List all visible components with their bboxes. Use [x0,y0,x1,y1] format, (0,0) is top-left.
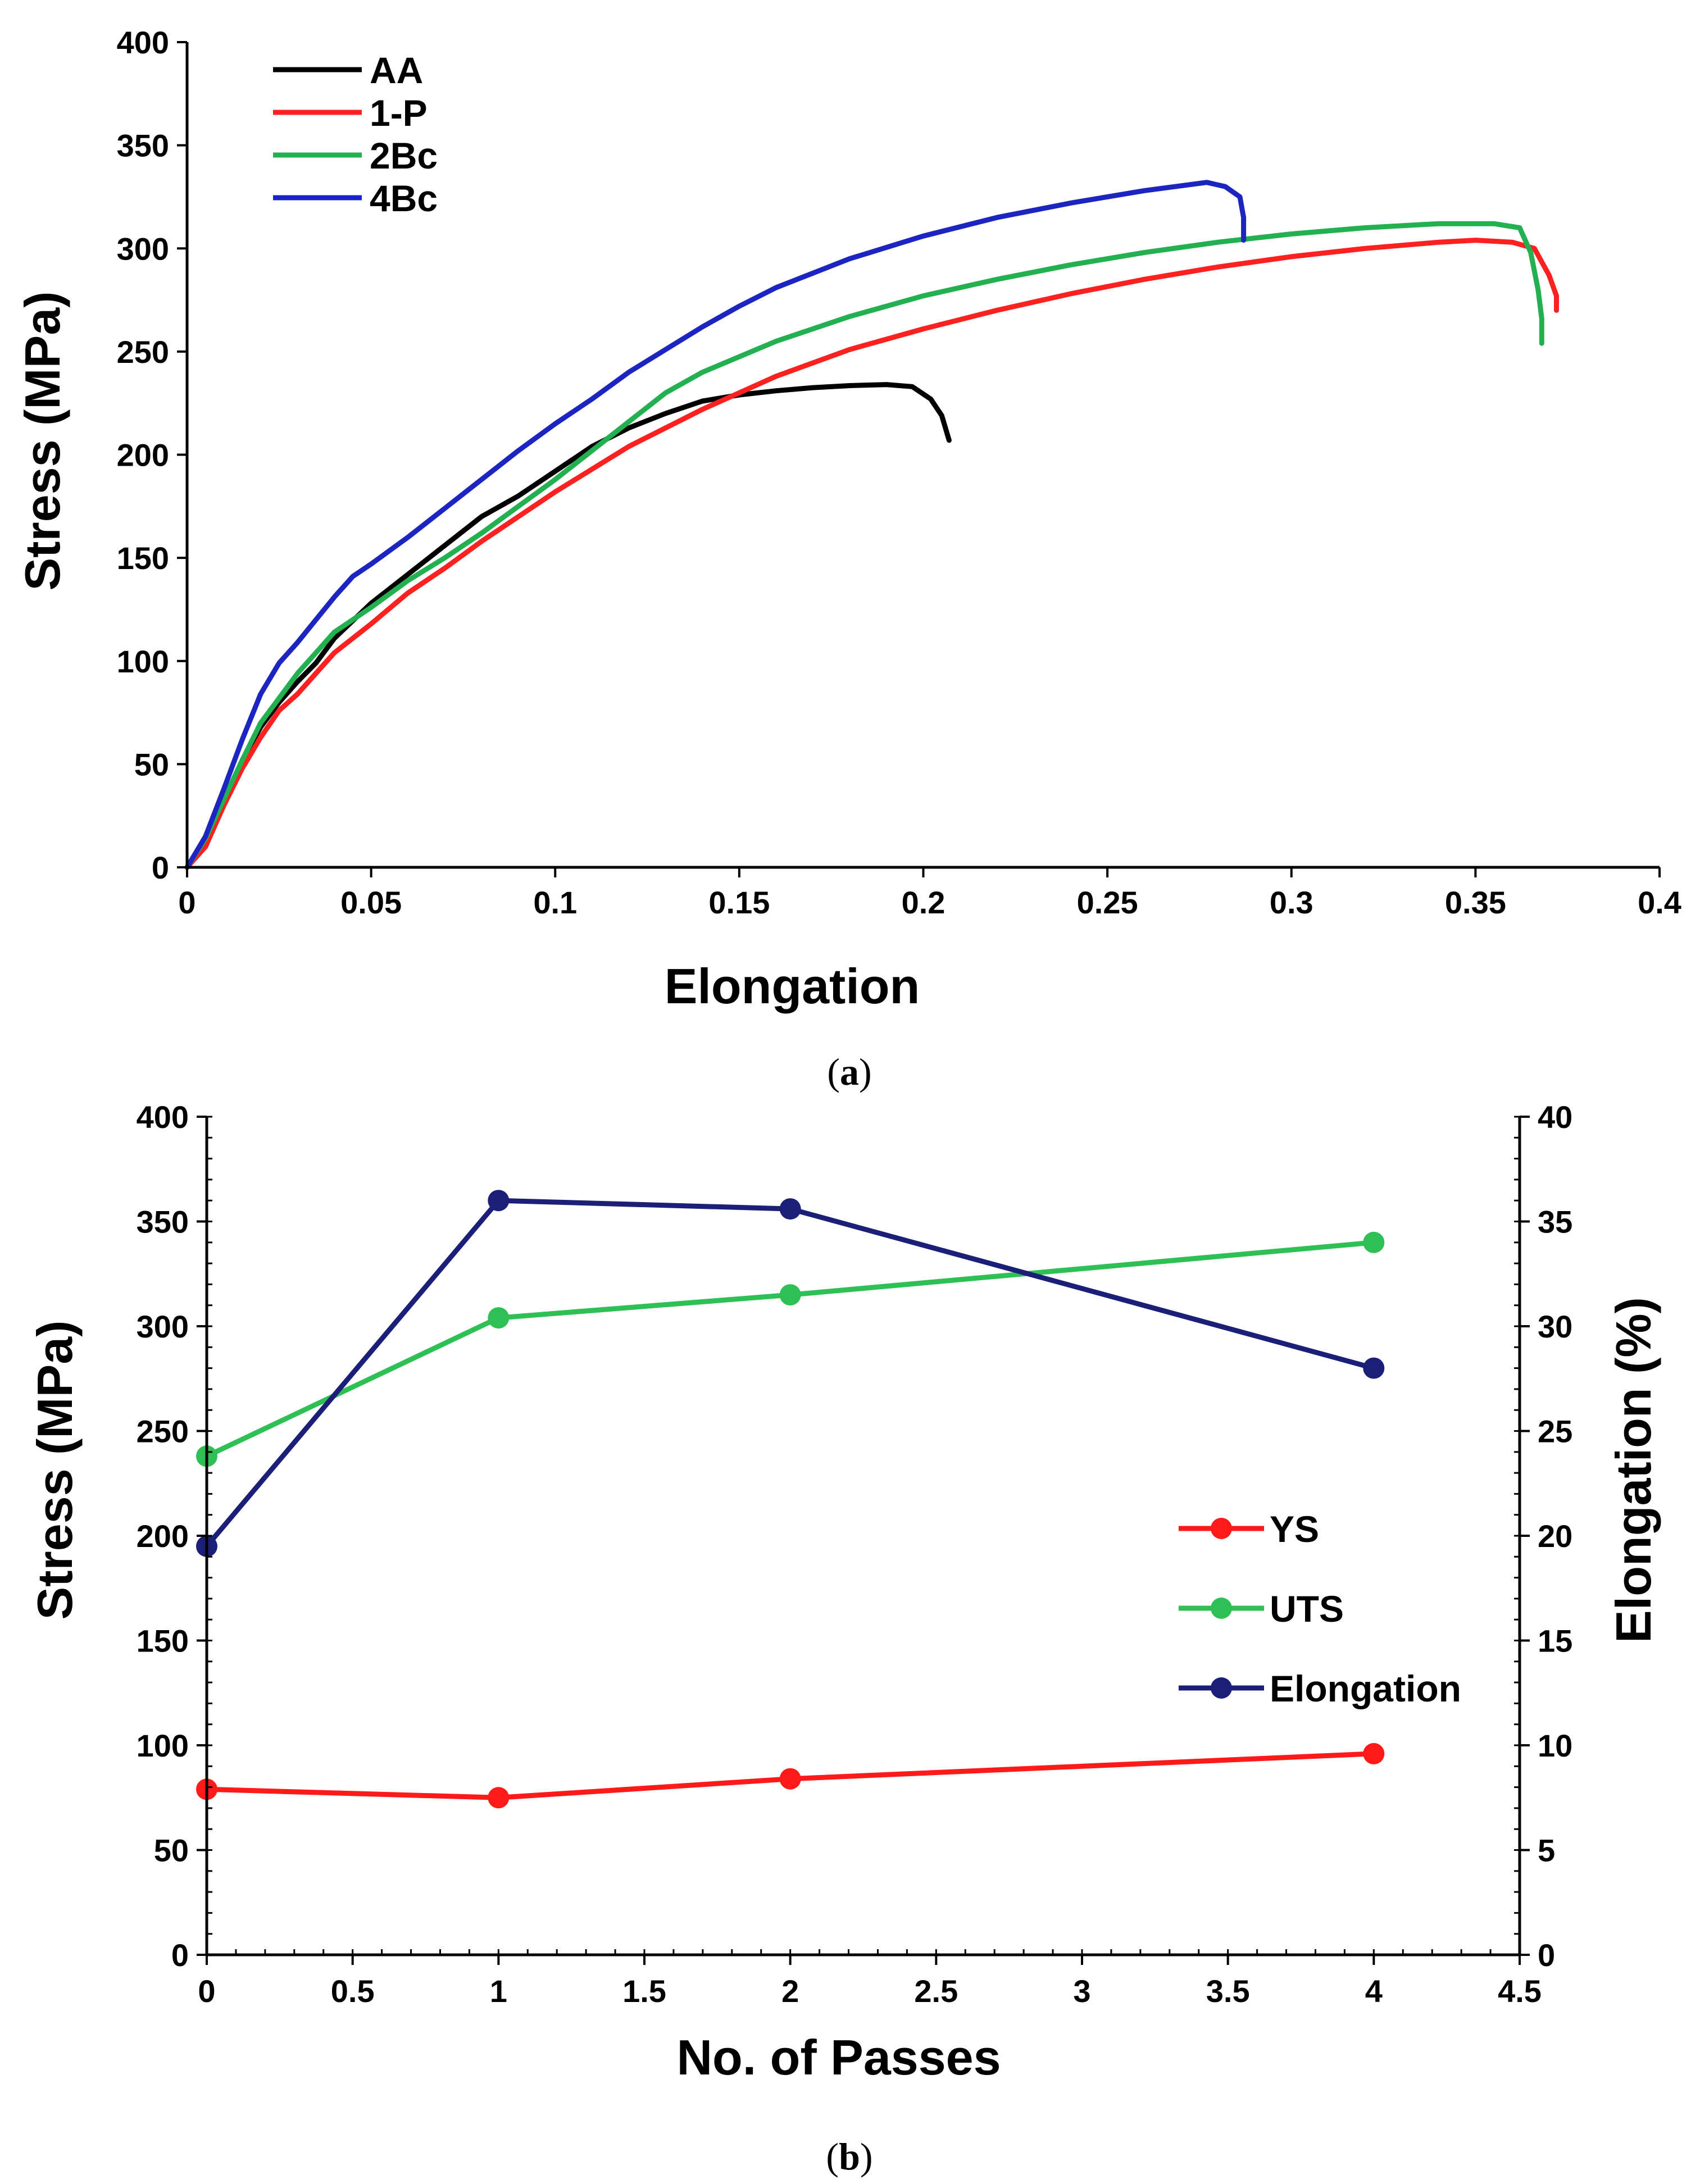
panel-a-x-tick-label: 0 [178,885,196,920]
panel-b-right-y-tick-label: 5 [1538,1833,1555,1868]
panel-b-left-y-tick-label: 300 [137,1309,189,1344]
panel-a-y-tick-label: 300 [117,231,169,266]
series-marker-elongation [488,1190,510,1212]
panel-b-left-y-tick-label: 50 [154,1833,189,1868]
panel-a-x-tick-label: 0.05 [340,885,402,920]
panel-a-x-tick-label: 0.35 [1445,885,1506,920]
panel-a-axes [177,41,1661,877]
panel-a-y-tick-label: 100 [117,644,169,679]
panel-b-right-y-tick-label: 20 [1538,1518,1572,1554]
series-marker-uts [488,1307,510,1329]
panel-b-x-tick-label: 3 [1073,1973,1090,2009]
panel-a-y-tick-label: 150 [117,540,169,576]
panel-b-x-tick-label: 4.5 [1498,1973,1542,2009]
panel-b-left-y-tick-label: 100 [137,1728,189,1763]
panel-b-x-axis-title: No. of Passes [676,2030,1001,2085]
panel-b-passes-chart: 0 0.5 1 1.5 2 2.5 3 3.5 4 4.5 0501001502002503003… [27,1099,1661,2178]
panel-b-right-y-tick-label: 0 [1538,1937,1555,1973]
panel-a-y-tick-label: 0 [152,850,169,885]
panel-b-axes [197,1116,1530,1965]
panel-b-right-y-tick-labels: 0 5 10 15 20 25 30 35 40 [1538,1099,1572,1973]
panel-a-x-tick-labels: 0 0.05 0.1 0.15 0.2 0.25 0.3 0.35 0.4 [178,885,1681,920]
series-line-2bc [184,221,1544,870]
series-marker-uts [1363,1231,1385,1253]
panel-a-x-tick-label: 0.4 [1638,885,1681,920]
panel-a-y-tick-label: 200 [117,438,169,473]
panel-b-left-y-axis-title: Stress (MPa) [27,1320,83,1619]
panel-a-y-tick-label: 400 [117,25,169,60]
series-marker-elongation [1363,1357,1385,1379]
series-line-elongation [204,1198,1375,1548]
series-marker-ys [488,1787,510,1809]
panel-a-y-axis-title: Stress (MPa) [15,291,70,590]
legend-marker-uts [1211,1598,1232,1619]
panel-b-right-y-tick-label: 25 [1538,1414,1572,1449]
panel-b-x-tick-labels: 0 0.5 1 1.5 2 2.5 3 3.5 4 4.5 [198,1973,1542,2009]
panel-b-left-y-tick-label: 0 [171,1937,189,1973]
panel-b-x-tick-label: 3.5 [1206,1973,1250,2009]
panel-a-x-tick-label: 0.1 [533,885,577,920]
series-marker-ys [779,1768,801,1790]
legend-marker-elongation [1211,1677,1232,1699]
panel-b-x-tick-label: 1.5 [622,1973,666,2009]
panel-b-left-y-tick-label: 250 [137,1414,189,1449]
panel-a-y-tick-label: 50 [134,747,169,782]
panel-a-y-tick-label: 250 [117,334,169,370]
panel-a-x-tick-label: 0.2 [902,885,946,920]
series-line-4bc [184,180,1247,870]
panel-b-x-tick-label: 0.5 [331,1973,375,2009]
panel-b-right-y-axis-title: Elongation (%) [1606,1297,1661,1643]
panel-a-y-tick-label: 350 [117,128,169,163]
series-line-uts [206,1240,1374,1459]
series-line-1-p [184,238,1559,870]
panel-b-left-y-tick-label: 200 [137,1518,189,1554]
panel-a-x-tick-label: 0.15 [708,885,770,920]
panel-b-x-tick-label: 1 [490,1973,507,2009]
legend-label-elongation: Elongation [1270,1668,1461,1709]
series-marker-uts [779,1284,801,1306]
panel-b-right-y-tick-label: 15 [1538,1623,1572,1659]
panel-b-right-y-tick-label: 40 [1538,1099,1572,1135]
legend-label-ys: YS [1270,1508,1319,1550]
panel-b-x-tick-label: 2 [781,1973,799,2009]
panel-a-stress-strain-chart: 0 0.05 0.1 0.15 0.2 0.25 0.3 0.35 0.4 0 50 100 150 2… [15,25,1681,1093]
panel-a-x-axis-title: Elongation [665,958,920,1014]
panel-b-x-tick-label: 0 [198,1973,215,2009]
panel-a-x-tick-label: 0.25 [1077,885,1138,920]
series-line-ys [206,1751,1374,1800]
series-marker-elongation [779,1198,801,1220]
panel-b-left-y-tick-label: 400 [137,1099,189,1135]
panel-b-left-y-tick-labels: 0 50 100 150 200 250 300 350 400 [137,1099,189,1973]
legend-label-1-p: 1-P [370,92,428,134]
legend-label-4bc: 4Bc [370,178,438,219]
panel-b-right-y-tick-label: 30 [1538,1309,1572,1344]
panel-b-left-y-tick-label: 350 [137,1204,189,1240]
panel-b-right-y-tick-label: 10 [1538,1728,1572,1763]
panel-b-series-lines [204,1198,1375,1800]
legend-marker-ys [1211,1518,1232,1539]
panel-a-y-tick-labels: 0 50 100 150 200 250 300 350 400 [117,25,169,885]
panel-b-caption: (b) [826,2135,872,2178]
legend-label-uts: UTS [1270,1588,1344,1630]
panel-b-right-y-tick-label: 35 [1538,1204,1572,1240]
panel-a-caption: (a) [827,1050,871,1093]
panel-a-x-tick-label: 0.3 [1270,885,1313,920]
panel-b-legend: YS UTS Elongation [1179,1508,1461,1709]
series-marker-ys [1363,1742,1385,1764]
panel-b-left-y-tick-label: 150 [137,1623,189,1659]
panel-b-x-tick-label: 4 [1365,1973,1383,2009]
panel-a-series-lines [184,180,1559,870]
panel-b-x-tick-label: 2.5 [914,1973,958,2009]
legend-label-2bc: 2Bc [370,135,438,176]
legend-label-aa: AA [370,49,423,91]
